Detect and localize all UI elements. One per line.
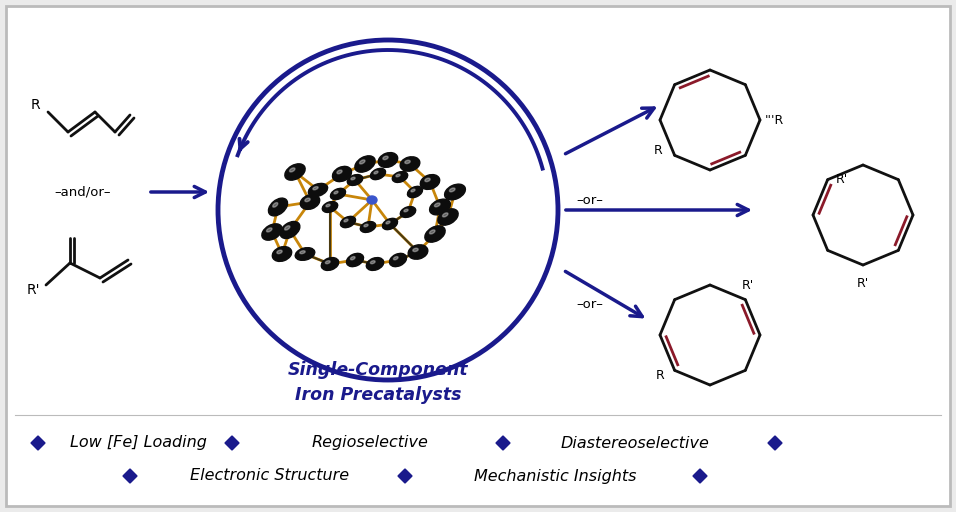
Ellipse shape	[438, 209, 458, 225]
Text: R: R	[654, 144, 663, 157]
Ellipse shape	[386, 221, 390, 224]
Polygon shape	[768, 436, 782, 450]
Ellipse shape	[347, 175, 362, 185]
Text: '''R: '''R	[765, 114, 784, 126]
Ellipse shape	[267, 228, 272, 232]
Ellipse shape	[325, 261, 330, 264]
Ellipse shape	[413, 248, 418, 251]
Text: Regioselective: Regioselective	[312, 436, 428, 451]
Ellipse shape	[277, 250, 282, 253]
Ellipse shape	[374, 171, 378, 174]
Ellipse shape	[429, 230, 435, 234]
Text: Low [Fe] Loading: Low [Fe] Loading	[70, 436, 206, 451]
Ellipse shape	[379, 153, 398, 167]
Ellipse shape	[401, 206, 416, 218]
Text: R': R'	[26, 283, 40, 297]
Text: R': R'	[836, 173, 848, 186]
Ellipse shape	[411, 189, 415, 192]
Text: R': R'	[857, 277, 869, 290]
Ellipse shape	[434, 203, 440, 207]
Ellipse shape	[290, 168, 295, 172]
Ellipse shape	[366, 258, 383, 270]
Ellipse shape	[396, 174, 401, 177]
Text: R: R	[656, 369, 664, 382]
Ellipse shape	[429, 199, 450, 215]
Ellipse shape	[269, 198, 288, 216]
Ellipse shape	[333, 166, 352, 182]
Ellipse shape	[351, 177, 355, 180]
Text: Iron Precatalysts: Iron Precatalysts	[294, 386, 461, 404]
Text: Electronic Structure: Electronic Structure	[190, 468, 350, 483]
Text: Diastereoselective: Diastereoselective	[560, 436, 709, 451]
Ellipse shape	[364, 224, 368, 227]
Ellipse shape	[403, 209, 408, 212]
Ellipse shape	[326, 204, 330, 207]
Ellipse shape	[331, 188, 345, 200]
Ellipse shape	[407, 186, 423, 198]
Text: –or–: –or–	[576, 298, 603, 311]
Ellipse shape	[360, 222, 376, 232]
Ellipse shape	[424, 226, 445, 242]
Ellipse shape	[421, 175, 440, 189]
Ellipse shape	[300, 251, 305, 253]
Ellipse shape	[392, 172, 407, 182]
Text: R': R'	[742, 279, 754, 292]
Ellipse shape	[408, 245, 428, 259]
Polygon shape	[693, 469, 707, 483]
Ellipse shape	[346, 253, 363, 267]
Ellipse shape	[295, 248, 315, 260]
Polygon shape	[123, 469, 137, 483]
Ellipse shape	[389, 253, 406, 267]
Ellipse shape	[313, 186, 318, 190]
Ellipse shape	[445, 184, 466, 200]
Ellipse shape	[305, 198, 310, 202]
Ellipse shape	[280, 222, 300, 239]
Ellipse shape	[340, 217, 356, 228]
Ellipse shape	[334, 191, 338, 194]
Polygon shape	[398, 469, 412, 483]
Ellipse shape	[272, 203, 278, 207]
Text: –or–: –or–	[576, 194, 603, 206]
Ellipse shape	[285, 164, 305, 180]
Ellipse shape	[394, 257, 398, 260]
Ellipse shape	[370, 168, 385, 180]
Ellipse shape	[351, 257, 355, 260]
Text: R: R	[31, 98, 40, 112]
Polygon shape	[31, 436, 45, 450]
Text: Single-Component: Single-Component	[288, 361, 468, 379]
Ellipse shape	[370, 261, 375, 264]
Ellipse shape	[449, 188, 455, 192]
Ellipse shape	[321, 258, 338, 270]
Polygon shape	[496, 436, 510, 450]
Ellipse shape	[359, 160, 365, 164]
Ellipse shape	[404, 160, 410, 163]
Text: Mechanistic Insights: Mechanistic Insights	[474, 468, 637, 483]
Ellipse shape	[322, 202, 337, 212]
Polygon shape	[225, 436, 239, 450]
Ellipse shape	[401, 157, 420, 171]
Ellipse shape	[300, 195, 319, 209]
Ellipse shape	[262, 224, 282, 240]
Ellipse shape	[382, 156, 388, 160]
Ellipse shape	[309, 183, 328, 197]
Ellipse shape	[337, 170, 342, 174]
FancyBboxPatch shape	[6, 6, 950, 506]
Ellipse shape	[285, 226, 290, 230]
Text: –and/or–: –and/or–	[54, 185, 111, 199]
Ellipse shape	[443, 213, 448, 217]
Ellipse shape	[344, 219, 348, 222]
Ellipse shape	[272, 247, 292, 262]
Ellipse shape	[367, 196, 377, 204]
Ellipse shape	[382, 218, 398, 230]
Ellipse shape	[424, 178, 430, 182]
Ellipse shape	[355, 156, 375, 172]
